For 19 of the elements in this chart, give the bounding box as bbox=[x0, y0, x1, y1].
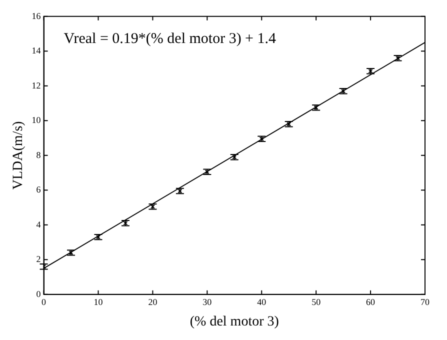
y-axis-title: VLDA(m/s) bbox=[11, 120, 26, 190]
y-tick-label: 4 bbox=[36, 219, 42, 230]
y-tick-label: 14 bbox=[32, 46, 42, 56]
x-tick-label: 30 bbox=[202, 297, 212, 308]
annotation: Vreal = 0.19*(% del motor 3) + 1.4 bbox=[64, 30, 277, 47]
x-tick-label: 10 bbox=[94, 297, 104, 308]
x-tick-label: 20 bbox=[148, 297, 158, 308]
x-axis-title: (% del motor 3) bbox=[190, 314, 280, 330]
y-tick-label: 16 bbox=[32, 10, 42, 21]
x-tick-label: 50 bbox=[312, 297, 322, 308]
y-tick-label: 10 bbox=[32, 115, 42, 126]
y-tick-label: 8 bbox=[36, 150, 42, 160]
y-tick-label: 6 bbox=[36, 184, 42, 195]
y-tick-label: 2 bbox=[36, 254, 41, 264]
x-tick-label: 60 bbox=[366, 297, 376, 308]
x-tick-label: 70 bbox=[420, 297, 430, 308]
y-tick-label: 12 bbox=[32, 80, 41, 90]
x-tick-label: 40 bbox=[257, 297, 267, 308]
y-tick-label: 0 bbox=[36, 288, 42, 299]
